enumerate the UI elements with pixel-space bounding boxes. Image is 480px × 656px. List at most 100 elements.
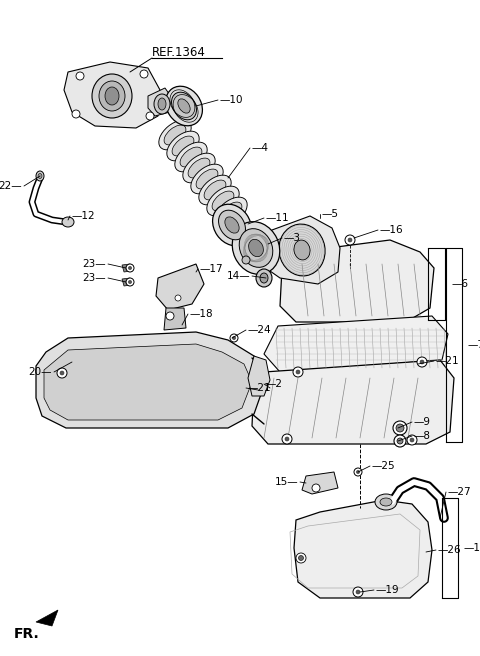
Polygon shape bbox=[148, 88, 172, 116]
Text: —21: —21 bbox=[436, 356, 460, 366]
Polygon shape bbox=[264, 316, 448, 372]
Polygon shape bbox=[258, 216, 340, 284]
Text: —17: —17 bbox=[200, 264, 224, 274]
Text: —4: —4 bbox=[252, 143, 269, 153]
Ellipse shape bbox=[312, 484, 320, 492]
Ellipse shape bbox=[212, 191, 234, 211]
Ellipse shape bbox=[92, 74, 132, 118]
Ellipse shape bbox=[296, 553, 306, 563]
Ellipse shape bbox=[356, 470, 360, 474]
Text: REF.1364: REF.1364 bbox=[152, 45, 206, 58]
Ellipse shape bbox=[72, 110, 80, 118]
Ellipse shape bbox=[171, 92, 196, 120]
Ellipse shape bbox=[232, 222, 280, 274]
Ellipse shape bbox=[38, 173, 42, 178]
Ellipse shape bbox=[105, 87, 119, 105]
Polygon shape bbox=[248, 356, 270, 396]
Text: —2: —2 bbox=[266, 379, 283, 389]
Polygon shape bbox=[164, 308, 186, 330]
Ellipse shape bbox=[293, 367, 303, 377]
Text: 14—: 14— bbox=[227, 271, 250, 281]
Ellipse shape bbox=[294, 240, 310, 260]
Polygon shape bbox=[44, 344, 252, 420]
Text: —9: —9 bbox=[414, 417, 431, 427]
Ellipse shape bbox=[129, 266, 132, 270]
Ellipse shape bbox=[129, 280, 132, 283]
Polygon shape bbox=[122, 278, 132, 286]
Ellipse shape bbox=[299, 556, 303, 560]
Text: —16: —16 bbox=[380, 225, 404, 235]
Ellipse shape bbox=[204, 180, 226, 200]
Text: 20—: 20— bbox=[28, 367, 52, 377]
Ellipse shape bbox=[396, 424, 404, 432]
Ellipse shape bbox=[354, 468, 362, 476]
Ellipse shape bbox=[353, 587, 363, 597]
Ellipse shape bbox=[60, 371, 64, 375]
Ellipse shape bbox=[146, 112, 154, 120]
Text: —24: —24 bbox=[248, 325, 272, 335]
Polygon shape bbox=[280, 240, 434, 322]
Ellipse shape bbox=[180, 147, 202, 167]
Text: —10: —10 bbox=[220, 95, 243, 105]
Ellipse shape bbox=[256, 269, 272, 287]
Text: —1: —1 bbox=[464, 543, 480, 553]
Ellipse shape bbox=[188, 158, 210, 178]
Ellipse shape bbox=[380, 498, 392, 506]
Ellipse shape bbox=[213, 204, 252, 246]
Ellipse shape bbox=[126, 278, 134, 286]
Ellipse shape bbox=[159, 120, 191, 150]
Ellipse shape bbox=[282, 434, 292, 444]
Text: —21: —21 bbox=[248, 383, 272, 393]
Ellipse shape bbox=[196, 169, 218, 189]
Ellipse shape bbox=[191, 164, 223, 194]
Ellipse shape bbox=[178, 99, 190, 113]
Ellipse shape bbox=[260, 273, 268, 283]
Text: —11: —11 bbox=[266, 213, 289, 223]
Polygon shape bbox=[294, 500, 432, 598]
Ellipse shape bbox=[296, 370, 300, 374]
Ellipse shape bbox=[345, 235, 355, 245]
Ellipse shape bbox=[356, 590, 360, 594]
Polygon shape bbox=[252, 360, 454, 444]
Text: —5: —5 bbox=[322, 209, 339, 219]
Ellipse shape bbox=[183, 153, 215, 183]
Ellipse shape bbox=[166, 312, 174, 320]
Ellipse shape bbox=[215, 197, 247, 227]
Ellipse shape bbox=[348, 238, 352, 242]
Text: —27: —27 bbox=[448, 487, 472, 497]
Ellipse shape bbox=[220, 202, 242, 222]
Ellipse shape bbox=[420, 360, 424, 364]
Ellipse shape bbox=[393, 421, 407, 435]
Polygon shape bbox=[36, 332, 266, 428]
Text: —25: —25 bbox=[372, 461, 396, 471]
Ellipse shape bbox=[239, 229, 273, 268]
Text: —7: —7 bbox=[468, 340, 480, 350]
Text: FR.: FR. bbox=[14, 627, 40, 641]
Ellipse shape bbox=[126, 264, 134, 272]
Ellipse shape bbox=[164, 125, 186, 145]
Text: 23—: 23— bbox=[83, 273, 106, 283]
Text: 15—: 15— bbox=[275, 477, 298, 487]
Ellipse shape bbox=[167, 131, 199, 161]
Ellipse shape bbox=[172, 136, 194, 156]
Text: —19: —19 bbox=[376, 585, 400, 595]
Ellipse shape bbox=[410, 438, 414, 442]
Ellipse shape bbox=[62, 217, 74, 227]
Ellipse shape bbox=[230, 334, 238, 342]
Ellipse shape bbox=[76, 72, 84, 80]
Ellipse shape bbox=[397, 438, 403, 444]
Text: —6: —6 bbox=[452, 279, 469, 289]
Ellipse shape bbox=[218, 210, 245, 240]
Text: 23—: 23— bbox=[83, 259, 106, 269]
Text: —18: —18 bbox=[190, 309, 214, 319]
Text: —26: —26 bbox=[438, 545, 462, 555]
Ellipse shape bbox=[158, 98, 166, 110]
Ellipse shape bbox=[279, 224, 325, 276]
Ellipse shape bbox=[175, 142, 207, 172]
Ellipse shape bbox=[375, 494, 397, 510]
Ellipse shape bbox=[57, 368, 67, 378]
Text: —3: —3 bbox=[284, 233, 301, 243]
Polygon shape bbox=[156, 264, 204, 310]
Ellipse shape bbox=[249, 239, 264, 256]
Polygon shape bbox=[302, 472, 338, 494]
